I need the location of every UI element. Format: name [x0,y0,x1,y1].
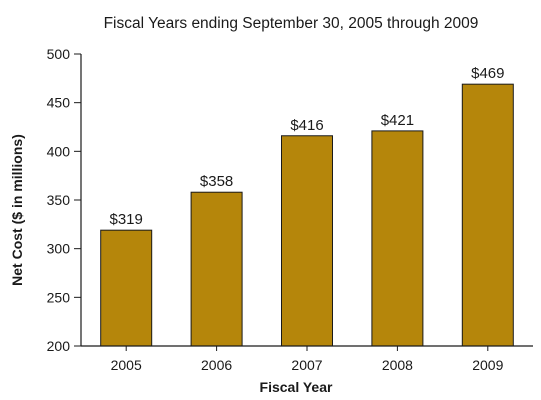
bar [100,229,153,347]
data-label: $358 [200,173,233,190]
data-label: $416 [290,117,323,134]
x-tick-label: 2008 [382,357,413,373]
x-tick-label: 2007 [291,357,322,373]
x-tick-label: 2009 [472,357,503,373]
y-tick-label: 350 [47,192,71,208]
chart-title: Fiscal Years ending September 30, 2005 t… [104,15,479,32]
bar [281,135,333,347]
x-tick-label: 2006 [201,357,232,373]
y-axis-title: Net Cost ($ in millions) [9,134,25,286]
y-tick-label: 450 [47,95,71,111]
data-label: $469 [471,65,504,82]
bar [190,191,243,347]
x-tick-label: 2005 [111,357,142,373]
y-tick-label: 400 [47,143,71,159]
bar [371,130,424,347]
bar [461,83,514,347]
x-axis-title: Fiscal Year [260,379,333,395]
y-tick-label: 500 [47,46,71,62]
data-label: $421 [381,112,414,129]
data-label: $319 [110,211,143,228]
y-tick-label: 300 [47,241,71,257]
plot-area: 200 250 300 350 400 450 500 $319 2005 $358 2006 $41… [47,46,533,373]
y-tick-label: 200 [47,338,71,354]
y-tick-label: 250 [47,289,71,305]
